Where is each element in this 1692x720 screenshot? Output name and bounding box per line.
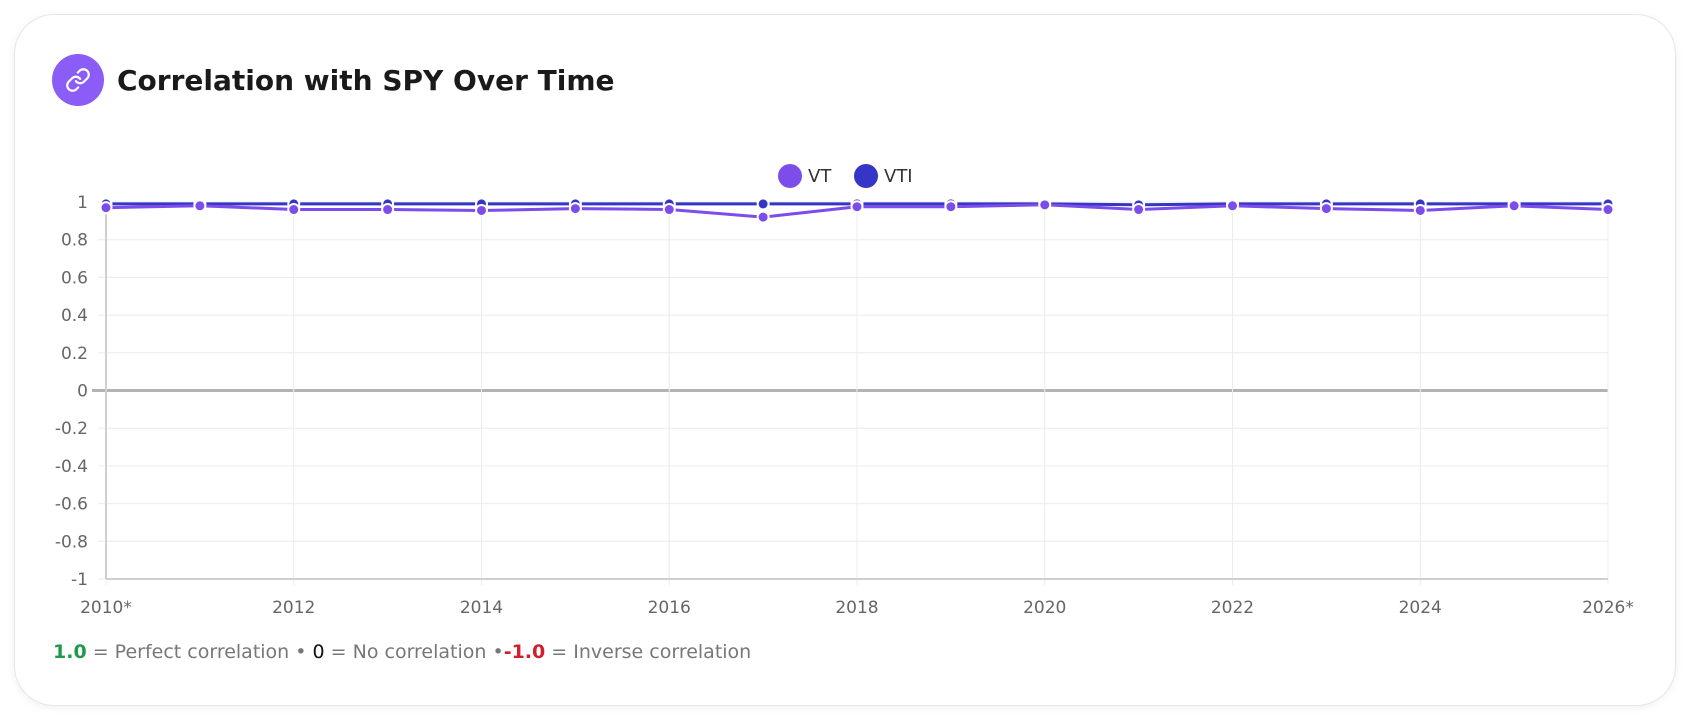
y-tick-label: -0.4 <box>55 457 88 477</box>
correlation-key: 1.0 = Perfect correlation • 0 = No corre… <box>53 641 751 663</box>
y-tick-label: 0.8 <box>61 231 88 251</box>
legend-marker-vti <box>854 164 878 188</box>
card-header: Correlation with SPY Over Time <box>52 52 615 108</box>
data-point-vt <box>193 199 207 213</box>
inverse-text: = Inverse correlation <box>551 641 752 663</box>
inverse-value: -1.0 <box>503 641 546 663</box>
y-tick-label: -1 <box>71 570 88 590</box>
x-tick-label: 2022 <box>1211 598 1254 618</box>
y-tick-label: 1 <box>77 193 88 213</box>
none-text: = No correlation • <box>330 641 504 663</box>
data-point-vt <box>568 202 582 216</box>
x-tick-label: 2016 <box>648 598 691 618</box>
x-tick-label: 2010* <box>80 598 132 618</box>
data-point-vt <box>381 203 395 217</box>
data-point-vt <box>1413 203 1427 217</box>
data-point-vt <box>1507 199 1521 213</box>
y-tick-label: 0.4 <box>61 306 88 326</box>
legend-marker-vt <box>778 164 802 188</box>
x-tick-label: 2026* <box>1582 598 1634 618</box>
data-point-vt <box>1319 202 1333 216</box>
y-tick-label: 0.6 <box>61 268 88 288</box>
data-point-vt <box>756 210 770 224</box>
data-point-vt <box>944 200 958 214</box>
none-value: 0 <box>312 641 325 663</box>
y-tick-label: -0.2 <box>55 419 88 439</box>
perfect-text: = Perfect correlation • <box>92 641 307 663</box>
x-tick-label: 2012 <box>272 598 315 618</box>
legend-label-vti: VTI <box>884 166 913 187</box>
data-point-vti <box>756 197 770 211</box>
y-tick-label: -0.6 <box>55 495 88 515</box>
x-tick-label: 2018 <box>835 598 878 618</box>
data-point-vt <box>1601 203 1615 217</box>
data-point-vt <box>99 201 113 215</box>
legend-label-vt: VT <box>808 166 832 187</box>
y-tick-label: -0.8 <box>55 532 88 552</box>
link-icon <box>52 54 104 106</box>
x-tick-label: 2014 <box>460 598 503 618</box>
data-point-vt <box>850 200 864 214</box>
data-point-vt <box>1226 199 1239 213</box>
data-point-vt <box>1038 198 1052 212</box>
data-point-vt <box>287 203 301 217</box>
data-point-vt <box>1132 203 1146 217</box>
perfect-value: 1.0 <box>53 641 87 663</box>
chart-title: Correlation with SPY Over Time <box>117 63 615 97</box>
data-point-vt <box>662 203 676 217</box>
x-tick-label: 2020 <box>1023 598 1066 618</box>
correlation-card <box>14 14 1676 706</box>
data-point-vt <box>475 203 488 217</box>
y-tick-label: 0.2 <box>61 344 88 364</box>
y-tick-label: 0 <box>77 382 88 402</box>
x-tick-label: 2024 <box>1399 598 1442 618</box>
